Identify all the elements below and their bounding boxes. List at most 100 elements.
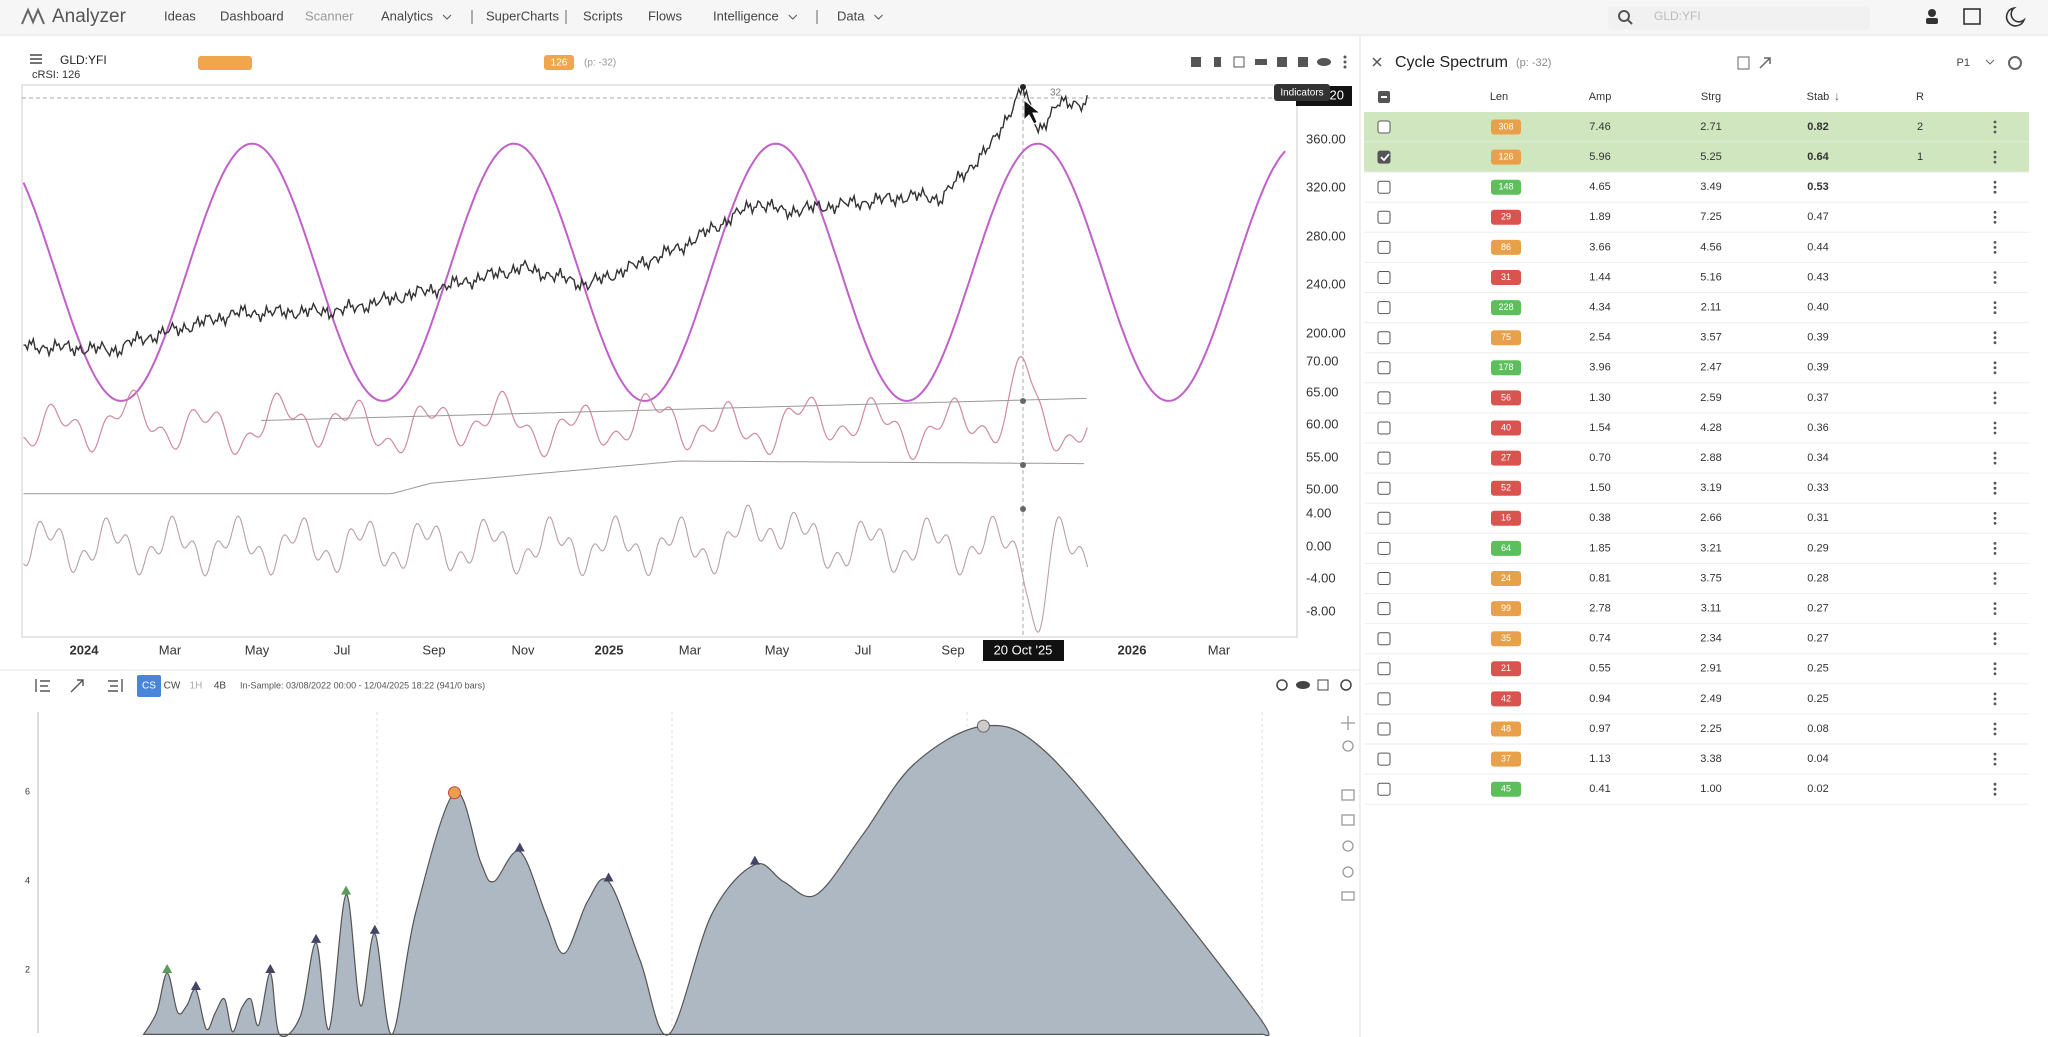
row-menu[interactable] [1993,421,1997,425]
row-menu[interactable] [1993,672,1997,676]
row-menu[interactable] [1993,371,1997,375]
row-checkbox[interactable] [1377,210,1391,224]
row-menu[interactable] [1993,331,1997,335]
row-checkbox[interactable] [1377,722,1391,736]
row-menu[interactable] [1993,486,1997,490]
crosshair-tool[interactable] [1341,716,1355,730]
mode-active[interactable] [137,675,161,697]
row-menu[interactable] [1993,632,1997,636]
column-header[interactable]: Stab [1807,91,1830,103]
refresh-icon[interactable] [1276,679,1288,691]
row-checkbox[interactable] [1377,692,1391,706]
row-checkbox[interactable] [1377,120,1391,134]
row-menu[interactable] [1993,582,1997,585]
row-checkbox[interactable] [1377,391,1391,405]
row-menu[interactable] [1993,366,1997,370]
nav-item[interactable]: Scripts [583,8,623,23]
mode[interactable]: 1H [190,681,203,692]
close-icon[interactable] [1372,57,1382,67]
expand-icon[interactable] [70,679,84,693]
row-checkbox[interactable] [1377,782,1391,796]
row-menu[interactable] [1993,547,1997,550]
row-menu[interactable] [1993,306,1997,309]
indicators-icon[interactable] [1298,57,1308,67]
row-menu[interactable] [1993,787,1997,791]
row-menu[interactable] [1993,602,1997,605]
row-menu[interactable] [1993,727,1997,731]
pin-icon[interactable] [1214,57,1221,67]
row-menu[interactable] [1993,246,1997,249]
row-menu[interactable] [1993,511,1997,515]
row-menu[interactable] [1993,792,1997,796]
eye-icon[interactable] [1317,58,1331,66]
expand-icon[interactable] [1759,57,1771,69]
nav-item[interactable]: Intelligence [713,8,779,23]
nav-item[interactable]: Dashboard [220,8,284,23]
row-checkbox[interactable] [1377,602,1391,616]
nav-item[interactable]: Data [837,8,865,23]
tool-icon[interactable] [1277,57,1287,67]
row-checkbox[interactable] [1377,541,1391,555]
row-menu[interactable] [1993,431,1997,435]
tool[interactable] [1341,891,1355,901]
row-menu[interactable] [1993,426,1997,430]
nav-item[interactable]: Ideas [164,8,196,23]
row-menu[interactable] [1993,491,1997,495]
row-menu[interactable] [1993,130,1997,134]
row-menu[interactable] [1993,301,1997,304]
row-menu[interactable] [1993,697,1997,701]
row-checkbox[interactable] [1377,361,1391,375]
row-menu[interactable] [1993,762,1997,766]
row-menu[interactable] [1993,692,1997,696]
row-checkbox[interactable] [1377,572,1391,585]
search-box[interactable] [1608,6,1870,30]
row-menu[interactable] [1993,361,1997,365]
row-menu[interactable] [1993,637,1997,641]
save-icon[interactable] [1191,57,1201,67]
row-checkbox[interactable] [1377,662,1391,676]
row-menu[interactable] [1993,542,1997,545]
row-menu[interactable] [1993,155,1997,159]
row-checkbox[interactable] [1377,752,1391,766]
more-icon[interactable] [1343,55,1347,59]
menu-icon[interactable] [30,54,42,64]
search-text[interactable]: GLD:YFI [1654,9,1701,23]
row-menu[interactable] [1993,341,1997,345]
row-checkbox[interactable] [1377,180,1391,194]
row-menu[interactable] [1993,642,1997,646]
row-menu[interactable] [1993,396,1997,400]
tool[interactable] [1342,866,1354,878]
row-menu[interactable] [1993,607,1997,610]
logo[interactable]: Analyzer [52,6,127,27]
row-menu[interactable] [1993,757,1997,761]
row-checkbox[interactable] [1377,301,1391,315]
row-menu[interactable] [1993,160,1997,164]
row-menu[interactable] [1993,120,1997,124]
nav-item[interactable]: Analytics [381,8,434,23]
row-menu[interactable] [1993,125,1997,129]
row-menu[interactable] [1993,577,1997,580]
row-menu[interactable] [1993,215,1997,219]
row-menu[interactable] [1993,451,1997,455]
export-icon[interactable] [1963,8,1981,25]
tool[interactable] [1342,840,1354,852]
row-menu[interactable] [1993,521,1997,525]
tool[interactable] [1341,814,1355,826]
row-menu[interactable] [1993,662,1997,666]
row-menu[interactable] [1993,752,1997,756]
target-icon[interactable] [1340,679,1352,691]
row-checkbox[interactable] [1377,451,1391,465]
row-menu[interactable] [1993,311,1997,314]
row-checkbox[interactable] [1377,421,1391,435]
nav-item[interactable]: SuperCharts [486,8,559,23]
row-menu[interactable] [1993,667,1997,671]
row-menu[interactable] [1993,180,1997,184]
row-checkbox[interactable] [1377,331,1391,345]
row-checkbox[interactable] [1377,511,1391,525]
row-checkbox[interactable] [1377,271,1391,284]
row-menu[interactable] [1993,391,1997,395]
row-menu[interactable] [1993,281,1997,284]
row-menu[interactable] [1993,241,1997,244]
user-icon[interactable] [1928,9,1936,17]
settings-icon[interactable] [2008,56,2022,70]
